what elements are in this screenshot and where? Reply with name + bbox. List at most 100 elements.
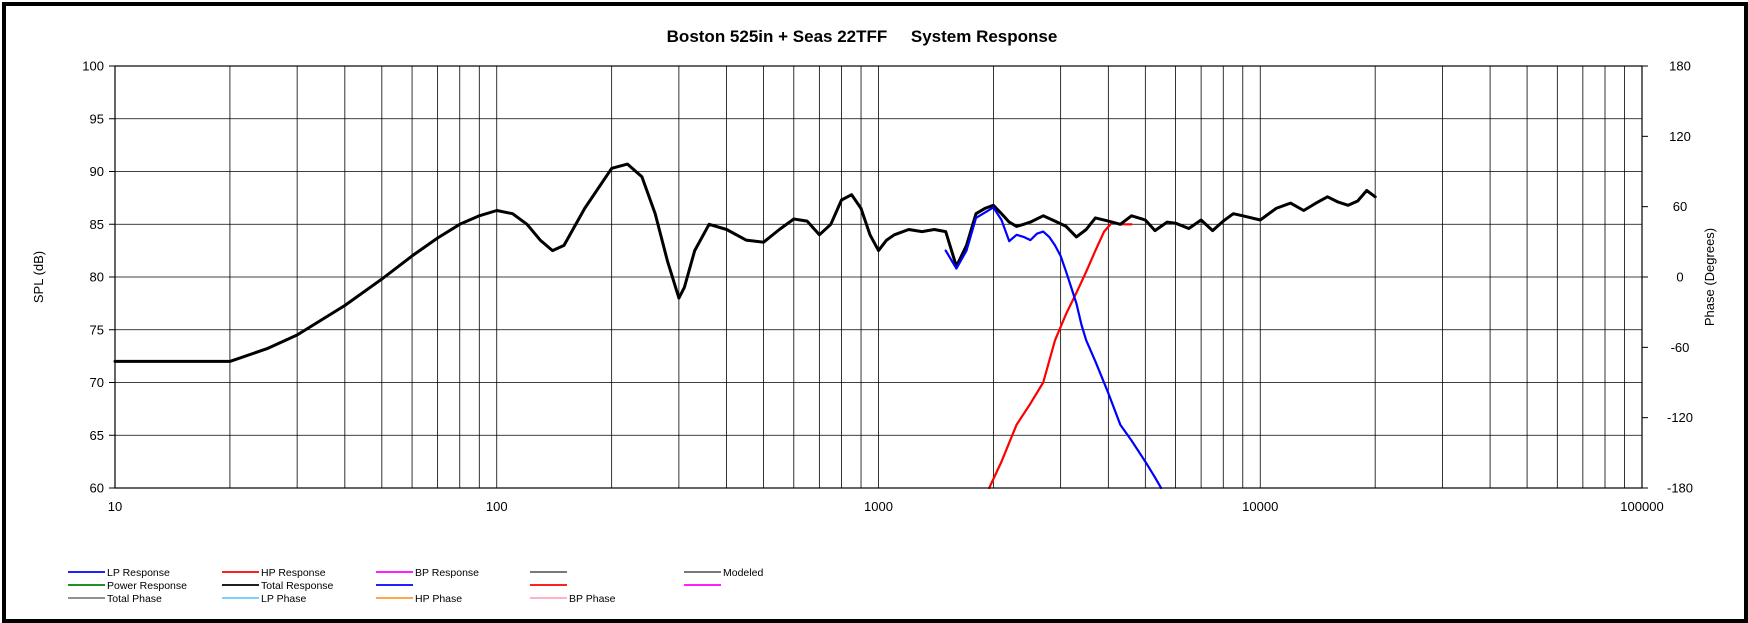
lp-response-point (1094, 360, 1097, 363)
total-response-point (563, 244, 565, 247)
total-response-point (1075, 236, 1078, 238)
total-response-point (1094, 217, 1097, 219)
y-tick-label: 80 (90, 270, 104, 285)
chart-title: Boston 525in + Seas 22TFF System Respons… (667, 27, 1058, 46)
total-response-point (1000, 212, 1003, 215)
legend-item: LP Response (68, 567, 170, 579)
y-axis-left: 60 65 70 75 80 85 90 95 100 (82, 59, 115, 496)
y2-tick-label: -60 (1671, 340, 1690, 355)
hp-response-point (1054, 339, 1056, 342)
total-response-point (975, 212, 977, 215)
total-response-point (641, 175, 643, 178)
lp-response-point (1065, 270, 1067, 273)
x-tick-label: 100000 (1620, 499, 1663, 514)
total-response-point (380, 278, 383, 280)
hp-response-point (1103, 230, 1105, 233)
total-response-point (829, 223, 832, 226)
legend-label: LP Response (107, 567, 170, 579)
y-axis-right: -180 -120 -60 0 60 120 180 (1642, 59, 1693, 496)
lp-response-point (992, 206, 995, 209)
total-response-point (762, 241, 765, 244)
total-response-point (436, 237, 439, 239)
total-response-point (1107, 220, 1110, 223)
total-response-point (678, 297, 680, 299)
total-response-line (113, 162, 1377, 363)
hp-response-point (1085, 270, 1088, 273)
lp-response-point (1042, 230, 1045, 233)
hp-response-point (1042, 381, 1045, 384)
total-response-point (551, 249, 554, 252)
total-response-point (1289, 202, 1292, 205)
y-tick-label: 75 (90, 322, 104, 337)
lp-response-point (1036, 232, 1038, 235)
series-layer (113, 162, 1377, 490)
total-response-point (610, 167, 613, 170)
hp-response-point (1075, 291, 1078, 294)
total-response-point (1174, 222, 1177, 225)
total-response-series (113, 162, 1377, 363)
total-response-point (1374, 195, 1377, 198)
total-response-point (1275, 207, 1277, 210)
total-response-point (877, 249, 880, 252)
total-response-point (708, 223, 710, 226)
total-response-point (792, 218, 795, 220)
total-response-point (266, 347, 268, 350)
legend-label: Power Response (107, 580, 187, 592)
total-response-point (229, 360, 231, 363)
lp-response-point (1070, 286, 1073, 289)
lp-response-point (1085, 339, 1088, 342)
total-response-point (860, 207, 862, 210)
y2-tick-label: -120 (1667, 410, 1693, 425)
y2-tick-label: 120 (1669, 129, 1691, 144)
lp-response-point (1080, 323, 1083, 326)
total-response-point (526, 223, 528, 226)
total-response-point (1211, 229, 1214, 232)
y-tick-label: 65 (90, 428, 104, 443)
total-response-point (984, 207, 986, 210)
total-response-point (343, 304, 346, 307)
y2-tick-label: 60 (1673, 199, 1687, 214)
total-response-point (478, 214, 481, 217)
lp-response-point (1075, 302, 1078, 305)
legend-item: LP Phase (222, 593, 307, 605)
total-response-point (458, 223, 461, 226)
legend-item: Modeled (684, 567, 763, 579)
y2-tick-label: -180 (1667, 481, 1693, 496)
total-response-point (1315, 202, 1317, 205)
total-response-point (1130, 214, 1133, 217)
total-response-point (495, 209, 498, 212)
total-response-point (1144, 219, 1147, 221)
hp-response-point (1130, 223, 1133, 226)
lp-response-point (1015, 233, 1018, 236)
lp-response-point (1022, 236, 1025, 238)
total-response-point (1187, 227, 1190, 230)
hp-response-point (1015, 423, 1018, 426)
legend-label: LP Phase (261, 593, 307, 605)
total-response-point (885, 239, 888, 242)
total-response-point (1054, 220, 1056, 223)
lp-response-point (944, 249, 947, 252)
lp-response-point (1059, 255, 1062, 257)
total-response-point (1042, 214, 1045, 217)
total-response-point (1200, 219, 1202, 221)
total-response-point (1008, 221, 1011, 224)
total-response-point (1119, 223, 1122, 226)
total-response-point (1326, 195, 1329, 198)
legend-label: BP Response (415, 567, 479, 579)
total-response-point (840, 199, 843, 201)
lp-response-point (975, 217, 977, 219)
hp-response-line (988, 221, 1133, 490)
lp-response-point (1048, 236, 1051, 238)
legend-item: HP Phase (376, 593, 462, 605)
lp-response-point (1029, 239, 1032, 242)
total-response-point (933, 228, 936, 231)
total-response-point (778, 228, 781, 231)
lp-response-point (1119, 423, 1122, 426)
hp-response-point (1000, 460, 1003, 463)
total-response-point (725, 228, 728, 231)
total-response-point (1154, 229, 1156, 232)
total-response-point (1166, 221, 1168, 224)
legend-item: BP Response (376, 567, 479, 579)
total-response-point (1029, 221, 1032, 224)
